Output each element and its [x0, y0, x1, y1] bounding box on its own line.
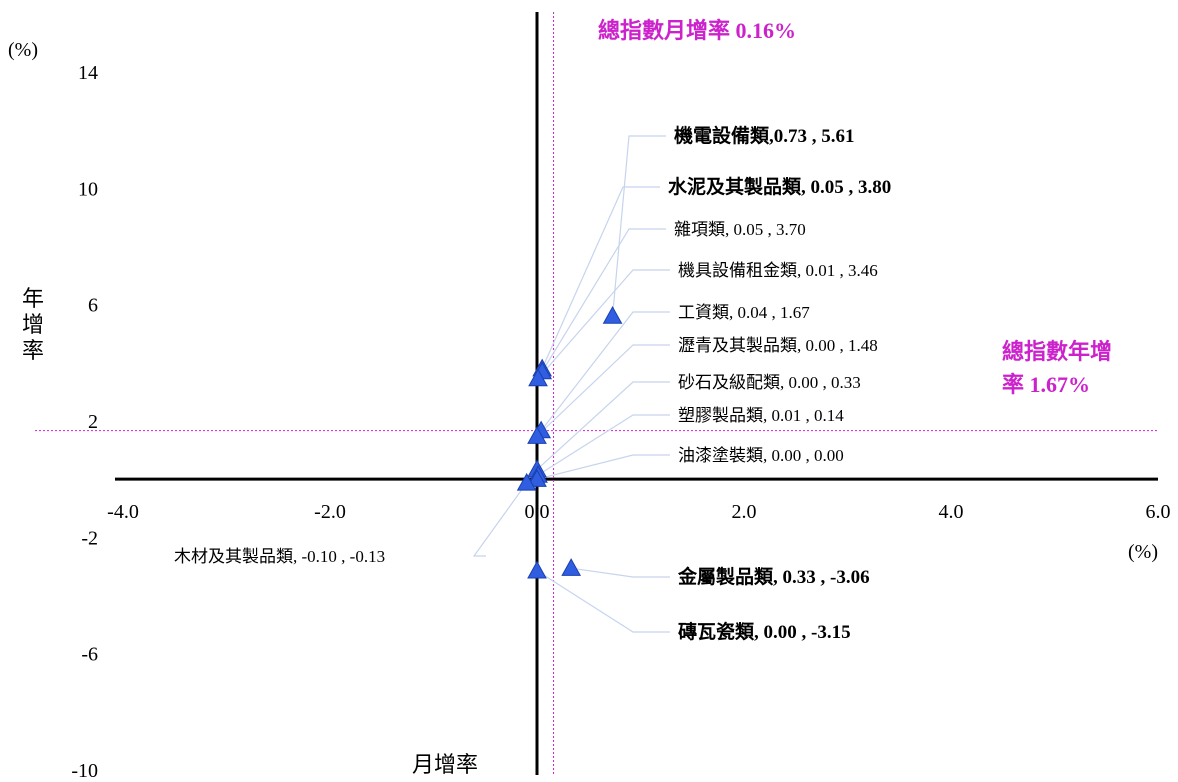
y-axis-title-char: 增	[22, 312, 44, 337]
y-tick-label: 10	[78, 178, 98, 200]
point-label: 水泥及其製品類, 0.05 , 3.80	[668, 176, 891, 198]
y-tick-label: 14	[78, 62, 98, 84]
point-label: 木材及其製品類, -0.10 , -0.13	[174, 547, 385, 566]
x-tick-label: 6.0	[1146, 501, 1171, 523]
tick-labels: -4.0 -2.0 0.0 2.0 4.0 6.0 14 10 6 2 -2 -6 -10	[71, 62, 1170, 782]
monthly-reference-label: 總指數月增率 0.16%	[598, 18, 796, 43]
gridlines-and-axes	[115, 12, 1158, 775]
leader-line	[541, 186, 660, 369]
x-tick-label: -2.0	[314, 501, 346, 523]
yearly-reference-label-line2: 率 1.67%	[1002, 372, 1090, 397]
point-labels: 機電設備類,0.73 , 5.61 水泥及其製品類, 0.05 , 3.80 雜項類…	[174, 124, 891, 643]
y-tick-label: -6	[81, 644, 98, 666]
point-label: 雜項類, 0.05 , 3.70	[674, 220, 806, 239]
point-label: 油漆塗裝類, 0.00 , 0.00	[678, 445, 844, 465]
x-tick-label: 4.0	[939, 501, 964, 523]
x-tick-label: -4.0	[107, 501, 139, 523]
leader-line	[540, 311, 670, 431]
leader-line	[472, 482, 528, 557]
y-tick-label: 6	[88, 295, 98, 317]
y-tick-label: -2	[81, 527, 98, 549]
leader-line	[571, 567, 670, 578]
leader-line	[537, 269, 670, 379]
leader-line	[536, 570, 670, 633]
leader-line	[536, 344, 670, 437]
point-label: 砂石及級配類, 0.00 , 0.33	[678, 373, 861, 392]
point-label: 機電設備類,0.73 , 5.61	[674, 124, 855, 147]
x-tick-label: 0.0	[525, 501, 550, 523]
leader-line	[536, 381, 670, 471]
y-tick-label: -10	[71, 760, 98, 782]
leader-line	[536, 454, 670, 480]
y-tick-label: 2	[88, 411, 98, 433]
point-label: 磚瓦瓷類, 0.00 , -3.15	[678, 620, 851, 643]
leader-line	[611, 135, 666, 317]
point-label: 機具設備租金類, 0.01 , 3.46	[678, 261, 878, 280]
data-point-triangle	[528, 368, 548, 387]
leader-line	[541, 228, 666, 372]
point-label: 瀝青及其製品類, 0.00 , 1.48	[678, 336, 878, 355]
data-point-triangle	[516, 472, 537, 491]
data-point-triangle	[527, 469, 547, 487]
x-axis-unit: (%)	[1128, 541, 1158, 563]
x-tick-label: 2.0	[732, 501, 757, 523]
point-label: 工資類, 0.04 , 1.67	[678, 303, 810, 322]
leader-lines	[472, 135, 670, 633]
point-label: 金屬製品類, 0.33 , -3.06	[677, 565, 870, 588]
y-axis-title: 年增率	[22, 286, 44, 363]
data-point-triangle	[527, 426, 547, 444]
y-axis-unit: (%)	[8, 39, 38, 61]
data-points	[516, 305, 623, 579]
x-axis-title: 月增率	[412, 752, 478, 777]
leader-line	[537, 414, 670, 476]
y-axis-title-char: 年	[22, 286, 44, 311]
yearly-reference-label-line1: 總指數年增	[1002, 339, 1112, 364]
data-point-triangle	[527, 560, 547, 579]
y-axis-title-char: 率	[22, 338, 44, 363]
point-label: 塑膠製品類, 0.01 , 0.14	[678, 406, 844, 425]
data-point-triangle	[602, 305, 623, 324]
data-point-triangle	[561, 558, 582, 576]
